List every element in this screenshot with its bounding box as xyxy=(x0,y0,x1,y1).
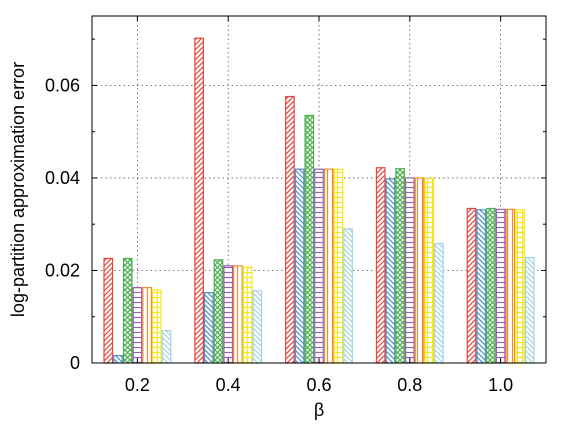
bar xyxy=(424,177,435,364)
y-axis-label: log-partition approximation error xyxy=(8,62,28,317)
bar xyxy=(404,177,415,364)
bar xyxy=(395,168,405,364)
bar xyxy=(252,290,263,364)
x-tick-label: 0.4 xyxy=(216,375,241,395)
x-tick-label: 0.8 xyxy=(397,375,422,395)
bar xyxy=(323,168,334,364)
bar xyxy=(142,286,152,364)
bar xyxy=(466,207,477,364)
bar xyxy=(213,259,224,364)
bar xyxy=(495,208,506,364)
bar xyxy=(486,207,496,364)
bar xyxy=(333,168,344,364)
y-tick-label: 0.04 xyxy=(45,168,80,188)
x-axis-label: β xyxy=(314,400,324,420)
bar xyxy=(343,228,353,364)
bar xyxy=(233,265,243,364)
bar xyxy=(161,330,172,364)
bar xyxy=(203,292,214,364)
y-tick-label: 0.02 xyxy=(45,260,80,280)
bar xyxy=(151,289,162,364)
bar xyxy=(294,168,305,364)
bar xyxy=(194,37,204,364)
bar-series xyxy=(103,37,535,364)
bar xyxy=(505,208,516,364)
axis-ticks: 0 0.02 0.04 0.06 0.2 0.4 0.6 0.8 1.0 xyxy=(45,16,546,395)
bar xyxy=(242,266,253,364)
x-tick-label: 1.0 xyxy=(488,375,513,395)
bar xyxy=(113,354,123,364)
bar xyxy=(434,243,444,364)
y-tick-label: 0.06 xyxy=(45,75,80,95)
bar xyxy=(223,265,234,364)
x-tick-label: 0.6 xyxy=(306,375,331,395)
bar xyxy=(476,209,487,364)
bar xyxy=(285,95,295,364)
bar xyxy=(122,257,133,364)
bar xyxy=(103,257,114,364)
y-tick-label: 0 xyxy=(70,353,80,373)
bar xyxy=(304,114,315,364)
bar xyxy=(414,177,425,364)
bar xyxy=(375,167,386,364)
bar xyxy=(132,286,143,364)
bar xyxy=(515,209,525,364)
bar xyxy=(314,168,324,364)
bar xyxy=(524,256,535,364)
bar xyxy=(385,178,396,364)
x-tick-label: 0.2 xyxy=(125,375,150,395)
